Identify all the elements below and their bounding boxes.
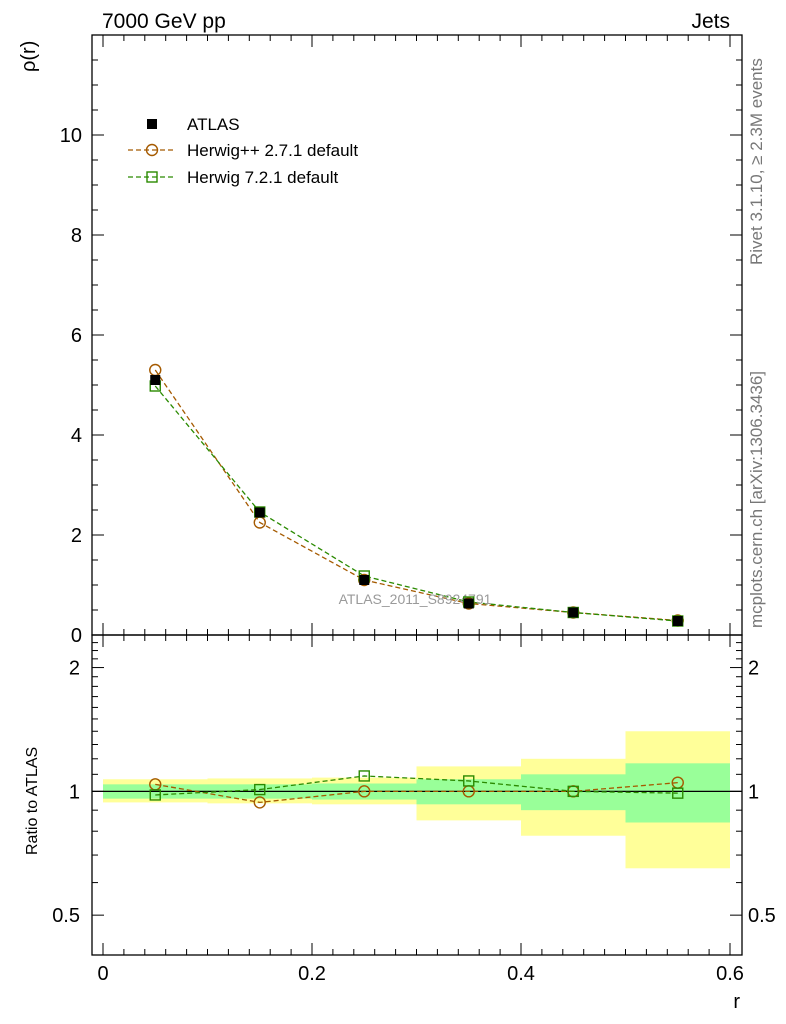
ratio-y-tick-label-right: 1 — [748, 781, 759, 803]
ratio-band-inner-4 — [521, 774, 626, 811]
ratio-y-tick-label-right: 2 — [748, 658, 759, 680]
main-panel-frame: 0 2 4 6 8 10 — [60, 34, 743, 647]
main-y-tick-label: 2 — [71, 525, 82, 547]
x-tick-label: 0.4 — [507, 963, 535, 985]
ratio-point-series-2-2 — [358, 770, 370, 782]
ratio-y-axis-title: Ratio to ATLAS — [24, 747, 41, 855]
rivet-version-label: Rivet 3.1.10, ≥ 2.3M events — [747, 58, 766, 265]
ratio-y-tick-label-left: 2 — [69, 658, 80, 680]
analysis-watermark: ATLAS_2011_S8924791 — [339, 591, 492, 607]
main-line-series-2 — [154, 385, 678, 622]
ratio-point-series-2-5 — [672, 787, 684, 799]
main-line-series-1 — [154, 369, 678, 622]
legend-marker-0 — [147, 119, 157, 129]
x-tick-label: 0.6 — [716, 963, 744, 985]
main-y-tick-label: 10 — [60, 125, 82, 147]
main-point-series-0-0 — [150, 375, 161, 385]
x-tick-label: 0 — [97, 963, 108, 985]
mcplots-reference-label: mcplots.cern.ch [arXiv:1306.3436] — [747, 371, 766, 628]
main-series-markers — [149, 363, 684, 627]
legend-marker-2 — [146, 171, 158, 183]
main-y-tick-label: 4 — [71, 425, 82, 447]
ratio-panel-frame: 0.5 0.5 1 1 2 2 0 0.2 0.4 0.6 — [52, 634, 776, 985]
ratio-series-lines — [155, 775, 678, 804]
legend-marker-1 — [145, 143, 159, 157]
ratio-series-markers — [149, 770, 684, 809]
main-point-series-0-5 — [672, 616, 683, 626]
main-y-axis-title: ρ(r) — [18, 41, 40, 72]
main-y-tick-label: 6 — [71, 325, 82, 347]
main-point-series-0-4 — [568, 607, 579, 618]
main-point-series-0-3 — [463, 598, 474, 609]
main-y-tick-label: 8 — [71, 225, 82, 247]
ratio-line-series-1 — [155, 781, 678, 804]
header-left: 7000 GeV pp — [102, 10, 226, 33]
x-axis-title: r — [733, 991, 740, 1013]
main-point-series-0-2 — [359, 575, 370, 585]
ratio-point-series-2-0 — [149, 789, 161, 801]
legend-label-0: ATLAS — [187, 115, 240, 134]
legend-label-1: Herwig++ 2.7.1 default — [187, 141, 358, 160]
ratio-uncertainty-bands — [103, 731, 730, 869]
ratio-point-series-2-4 — [567, 785, 579, 798]
watermark-group: ATLAS_2011_S8924791 — [339, 591, 492, 607]
main-y-tick-label: 0 — [71, 625, 82, 647]
ratio-point-series-1-1 — [253, 796, 266, 809]
ratio-y-tick-label-left: 0.5 — [52, 905, 80, 927]
main-point-series-0-1 — [254, 507, 265, 518]
ratio-y-tick-label-left: 1 — [69, 781, 80, 803]
ratio-y-tick-label-right: 0.5 — [748, 905, 776, 927]
header-right: Jets — [691, 10, 730, 33]
x-tick-label: 0.2 — [298, 963, 326, 985]
legend: ATLAS Herwig++ 2.7.1 default Herwig 7.2.1 … — [128, 115, 358, 187]
ratio-point-series-2-3 — [463, 775, 475, 787]
ratio-point-series-1-2 — [358, 785, 371, 798]
main-series-lines — [154, 369, 678, 622]
legend-label-2: Herwig 7.2.1 default — [187, 168, 338, 187]
ratio-point-series-2-1 — [254, 783, 266, 796]
